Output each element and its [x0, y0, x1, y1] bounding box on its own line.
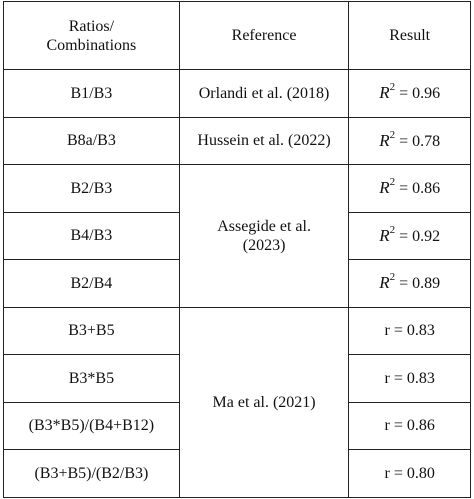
reference-cell: Ma et al. (2021) [178, 306, 350, 498]
result-cell: R2 = 0.96 [348, 69, 471, 118]
reference-text: (2023) [242, 236, 286, 254]
result-cell: R2 = 0.92 [348, 211, 471, 260]
header-text: Combinations [46, 36, 137, 54]
result-cell: R2 = 0.89 [348, 259, 471, 308]
result-cell: r = 0.83 [348, 306, 471, 355]
ratio-cell: B2/B3 [3, 164, 180, 213]
result-cell: r = 0.86 [348, 401, 471, 450]
result-cell: R2 = 0.86 [348, 164, 471, 213]
ratio-text: (B3+B5)/(B2/B3) [34, 464, 149, 482]
reference-text: Hussein et al. (2022) [197, 132, 331, 150]
result-variable: R [379, 273, 390, 293]
ratio-cell: B4/B3 [3, 211, 180, 260]
ratio-text: B1/B3 [70, 84, 113, 102]
header-row: Ratios/ Combinations Reference Result [3, 1, 471, 70]
ratio-cell: (B3*B5)/(B4+B12) [3, 401, 180, 450]
result-value: = 0.96 [399, 85, 441, 103]
result-variable: R [379, 178, 390, 198]
table-body: Ratios/ Combinations Reference Result B1… [3, 1, 471, 498]
ratios-table: Ratios/ Combinations Reference Result B1… [3, 1, 471, 498]
header-cell: Reference [178, 1, 350, 70]
header-cell: Result [348, 1, 471, 70]
reference-cell: Orlandi et al. (2018) [178, 69, 350, 118]
ratio-text: B3*B5 [68, 369, 115, 387]
result-value: = 0.78 [399, 132, 441, 150]
result-exponent: 2 [389, 223, 396, 236]
data-row: (B3+B5)/(B2/B3) r = 0.80 [3, 449, 471, 498]
result-value: = 0.89 [399, 275, 441, 293]
data-row: B2/B3 Assegide et al. (2023) R2 = 0.86 [3, 164, 471, 308]
ratio-text: B2/B3 [70, 179, 113, 197]
ratio-cell: B3+B5 [3, 306, 180, 355]
data-row: B1/B3 Orlandi et al. (2018) R2 = 0.96 [3, 69, 471, 118]
ratio-text: B8a/B3 [66, 132, 116, 150]
data-row: (B3*B5)/(B4+B12) r = 0.86 [3, 401, 471, 450]
result-variable: R [379, 225, 390, 245]
header-text: Result [389, 27, 431, 44]
result-cell: r = 0.80 [348, 449, 471, 498]
ratio-cell: B8a/B3 [3, 116, 180, 165]
data-row: B8a/B3 Hussein et al. (2022) R2 = 0.78 [3, 116, 471, 165]
header-text: Ratios/ [68, 17, 115, 35]
result-exponent: 2 [389, 271, 396, 284]
ratio-cell: B3*B5 [3, 354, 180, 403]
ratio-cell: B2/B4 [3, 259, 180, 308]
ratio-text: B3+B5 [68, 322, 115, 340]
reference-text: Orlandi et al. (2018) [198, 84, 330, 102]
data-row: B3+B5 Ma et al. (2021) r = 0.83 [3, 306, 471, 498]
reference-cell: Hussein et al. (2022) [178, 116, 350, 165]
ratio-text: (B3*B5)/(B4+B12) [28, 417, 155, 435]
ratio-cell: B1/B3 [3, 69, 180, 118]
result-value: = 0.92 [399, 227, 441, 245]
ratio-text: B2/B4 [70, 274, 113, 292]
reference-text: Ma et al. (2021) [212, 393, 316, 411]
header-text: Reference [231, 27, 297, 44]
result-text: r = 0.80 [384, 464, 435, 482]
result-cell: R2 = 0.78 [348, 116, 471, 165]
result-exponent: 2 [389, 128, 396, 141]
ratio-text: B4/B3 [70, 227, 113, 245]
result-value: = 0.86 [399, 180, 441, 198]
result-exponent: 2 [389, 81, 396, 94]
result-variable: R [379, 130, 390, 150]
reference-text: Assegide et al. [217, 217, 311, 235]
reference-cell: Assegide et al. (2023) [178, 164, 350, 308]
result-text: r = 0.83 [384, 369, 435, 387]
ratio-cell: (B3+B5)/(B2/B3) [3, 449, 180, 498]
result-text: r = 0.83 [384, 322, 435, 340]
result-exponent: 2 [389, 176, 396, 189]
result-variable: R [379, 83, 390, 103]
result-cell: r = 0.83 [348, 354, 471, 403]
data-row: B4/B3 R2 = 0.92 [3, 211, 471, 260]
result-text: r = 0.86 [384, 417, 435, 435]
header-cell: Ratios/ Combinations [3, 1, 180, 70]
